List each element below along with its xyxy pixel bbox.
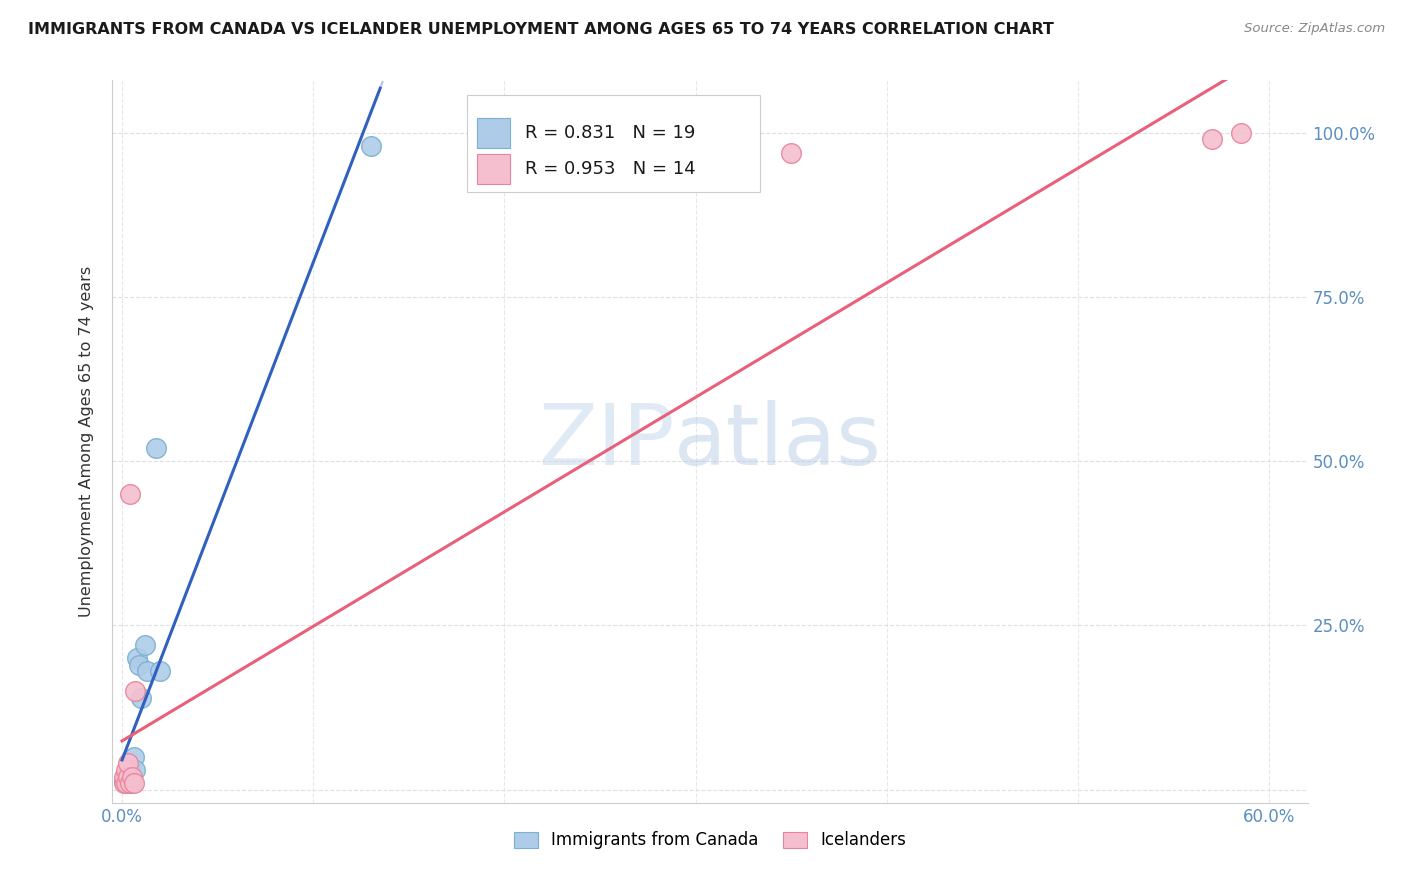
Text: ZIP: ZIP: [537, 400, 675, 483]
Point: [1201, 132, 1223, 146]
Point: [149, 665, 172, 679]
Y-axis label: Unemployment Among Ages 65 to 74 years: Unemployment Among Ages 65 to 74 years: [79, 266, 94, 617]
Text: atlas: atlas: [675, 400, 882, 483]
Point: [145, 441, 167, 455]
Point: [117, 770, 139, 784]
FancyBboxPatch shape: [477, 154, 510, 185]
Point: [122, 776, 145, 790]
Point: [112, 770, 135, 784]
Point: [1229, 126, 1251, 140]
Point: [124, 684, 146, 698]
Point: [115, 772, 138, 787]
Point: [115, 770, 138, 784]
Point: [117, 770, 139, 784]
Text: IMMIGRANTS FROM CANADA VS ICELANDER UNEMPLOYMENT AMONG AGES 65 TO 74 YEARS CORRE: IMMIGRANTS FROM CANADA VS ICELANDER UNEM…: [28, 22, 1054, 37]
Point: [124, 763, 146, 777]
Point: [129, 690, 152, 705]
Point: [112, 772, 135, 787]
FancyBboxPatch shape: [467, 95, 761, 193]
Point: [112, 776, 135, 790]
Point: [117, 756, 139, 771]
Text: Source: ZipAtlas.com: Source: ZipAtlas.com: [1244, 22, 1385, 36]
Point: [135, 665, 157, 679]
Point: [121, 770, 143, 784]
Point: [118, 763, 141, 777]
Point: [118, 772, 141, 787]
FancyBboxPatch shape: [477, 118, 510, 148]
Point: [122, 749, 145, 764]
Point: [780, 145, 803, 160]
Point: [115, 776, 138, 790]
Point: [118, 487, 141, 501]
Point: [118, 776, 141, 790]
Point: [127, 651, 149, 665]
Point: [360, 139, 382, 153]
Legend: Immigrants from Canada, Icelanders: Immigrants from Canada, Icelanders: [508, 824, 912, 856]
Point: [121, 770, 143, 784]
Text: R = 0.953   N = 14: R = 0.953 N = 14: [524, 161, 696, 178]
Point: [117, 776, 139, 790]
Text: R = 0.831   N = 19: R = 0.831 N = 19: [524, 124, 695, 142]
Point: [121, 776, 143, 790]
Point: [128, 657, 150, 672]
Point: [134, 638, 156, 652]
Point: [115, 763, 138, 777]
